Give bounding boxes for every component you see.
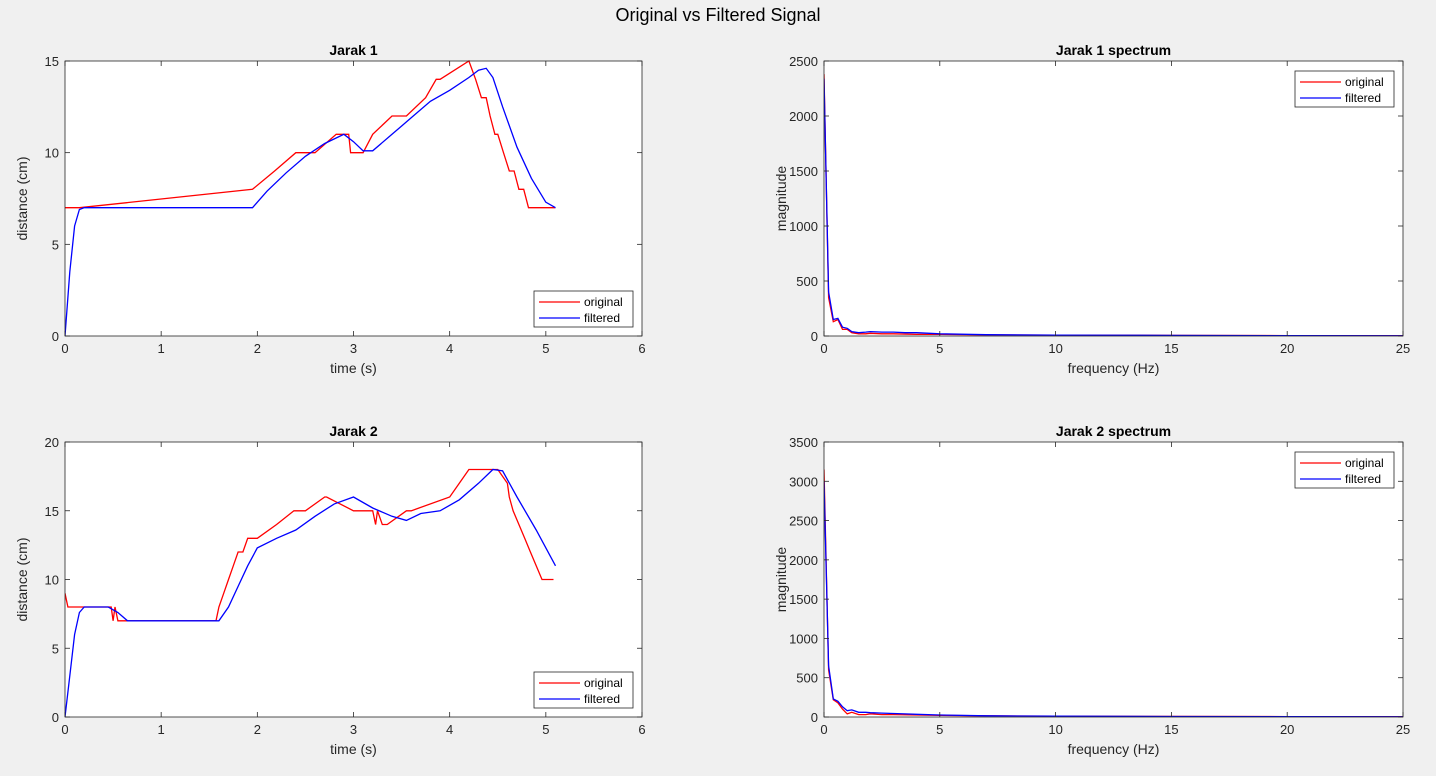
axes-box — [823, 60, 1404, 337]
subplot-1: 0 1 2 3 4 5 6 0 5 10 15 Jarak 1 time (s) distance (cm… — [14, 42, 646, 376]
series-line-original — [65, 468, 554, 622]
x-axis-label: time (s) — [330, 360, 377, 376]
x-tick-label: 25 — [1396, 722, 1410, 737]
legend-label-original: original — [584, 295, 623, 309]
x-tick-label: 2 — [254, 722, 261, 737]
legend: original filtered — [1294, 451, 1395, 489]
y-tick-label: 5 — [52, 641, 59, 656]
x-tick-label: 15 — [1164, 341, 1178, 356]
x-axis-label: time (s) — [330, 741, 377, 757]
y-axis-label: magnitude — [773, 547, 789, 613]
subplot-3: 0 1 2 3 4 5 6 0 5 10 15 20 Jarak 2 time (s) distance (… — [14, 423, 646, 757]
x-tick-label: 6 — [638, 722, 645, 737]
legend-label-filtered: filtered — [1345, 472, 1381, 486]
subplot-title: Jarak 2 spectrum — [1056, 423, 1171, 439]
legend-label-original: original — [1345, 75, 1384, 89]
x-axis-label: frequency (Hz) — [1068, 360, 1160, 376]
y-tick-label: 5 — [52, 237, 59, 252]
y-tick-label: 1000 — [789, 219, 818, 234]
x-tick-label: 10 — [1048, 341, 1062, 356]
y-tick-label: 2000 — [789, 553, 818, 568]
y-tick-label: 20 — [45, 435, 59, 450]
y-tick-label: 3500 — [789, 435, 818, 450]
series-line-filtered — [824, 78, 1403, 336]
y-tick-label: 500 — [796, 274, 818, 289]
y-tick-label: 2500 — [789, 514, 818, 529]
figure-title: Original vs Filtered Signal — [615, 5, 821, 25]
axes-box — [823, 441, 1404, 718]
legend-box — [1294, 70, 1395, 108]
y-tick-label: 1500 — [789, 592, 818, 607]
legend: original filtered — [533, 671, 634, 709]
x-tick-label: 4 — [446, 722, 453, 737]
x-tick-label: 5 — [542, 722, 549, 737]
legend-label-filtered: filtered — [1345, 91, 1381, 105]
y-axis-label: distance (cm) — [14, 156, 30, 240]
x-tick-label: 5 — [936, 341, 943, 356]
x-tick-label: 0 — [61, 722, 68, 737]
y-axis-label: magnitude — [773, 166, 789, 232]
y-tick-label: 2000 — [789, 109, 818, 124]
x-tick-label: 10 — [1048, 722, 1062, 737]
y-tick-label: 10 — [45, 146, 59, 161]
x-tick-label: 3 — [350, 722, 357, 737]
x-tick-label: 3 — [350, 341, 357, 356]
y-tick-label: 0 — [52, 329, 59, 344]
y-tick-label: 0 — [811, 710, 818, 725]
x-tick-label: 15 — [1164, 722, 1178, 737]
y-tick-label: 15 — [45, 504, 59, 519]
x-tick-label: 4 — [446, 341, 453, 356]
subplot-title: Jarak 2 — [329, 423, 377, 439]
y-tick-label: 1000 — [789, 631, 818, 646]
x-tick-label: 20 — [1280, 722, 1294, 737]
y-tick-label: 0 — [811, 329, 818, 344]
y-axis-label: distance (cm) — [14, 537, 30, 621]
x-tick-label: 0 — [61, 341, 68, 356]
legend-box — [1294, 451, 1395, 489]
legend-label-filtered: filtered — [584, 692, 620, 706]
y-tick-label: 3000 — [789, 474, 818, 489]
x-axis-label: frequency (Hz) — [1068, 741, 1160, 757]
x-tick-label: 1 — [158, 722, 165, 737]
x-tick-label: 5 — [542, 341, 549, 356]
x-tick-label: 5 — [936, 722, 943, 737]
legend-label-original: original — [584, 676, 623, 690]
legend-box — [533, 290, 634, 328]
legend: original filtered — [1294, 70, 1395, 108]
x-tick-label: 0 — [820, 722, 827, 737]
x-tick-label: 0 — [820, 341, 827, 356]
series-line-filtered — [824, 481, 1403, 717]
x-tick-label: 2 — [254, 341, 261, 356]
y-tick-label: 10 — [45, 573, 59, 588]
series-line-filtered — [65, 67, 556, 336]
x-tick-label: 25 — [1396, 341, 1410, 356]
series-line-original — [65, 60, 556, 209]
x-tick-label: 20 — [1280, 341, 1294, 356]
legend-label-original: original — [1345, 456, 1384, 470]
y-tick-label: 2500 — [789, 54, 818, 69]
series-line-filtered — [65, 468, 557, 717]
y-tick-label: 1500 — [789, 164, 818, 179]
y-tick-label: 0 — [52, 710, 59, 725]
subplot-title: Jarak 1 spectrum — [1056, 42, 1171, 58]
legend: original filtered — [533, 290, 634, 328]
subplot-4: 0 5 10 15 20 25 0 500 1000 1500 2000 2500 3000 3500 Ja… — [773, 423, 1410, 757]
legend-box — [533, 671, 634, 709]
subplot-2: 0 5 10 15 20 25 0 500 1000 1500 2000 2500 Jarak 1 sp… — [773, 42, 1410, 376]
y-tick-label: 15 — [45, 54, 59, 69]
y-tick-label: 500 — [796, 671, 818, 686]
legend-label-filtered: filtered — [584, 311, 620, 325]
x-tick-label: 1 — [158, 341, 165, 356]
x-tick-label: 6 — [638, 341, 645, 356]
subplot-title: Jarak 1 — [329, 42, 377, 58]
